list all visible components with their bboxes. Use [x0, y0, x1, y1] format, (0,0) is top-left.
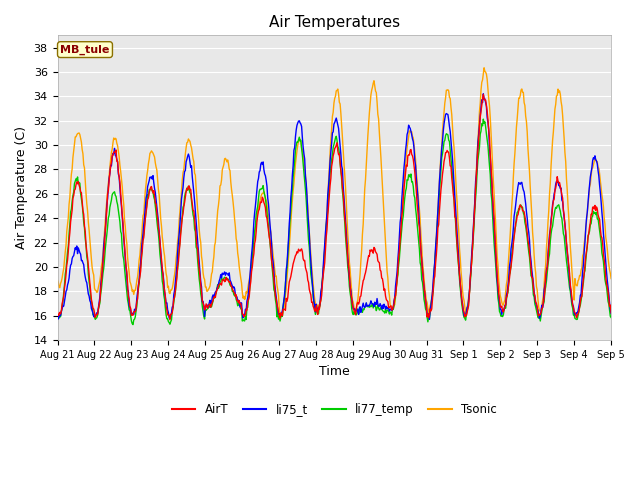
li75_t	[54, 312, 61, 317]
Tsonic	[54, 277, 61, 283]
Tsonic	[121, 217, 129, 223]
Title: Air Temperatures: Air Temperatures	[269, 15, 400, 30]
li75_t	[418, 257, 426, 263]
Line: li77_temp: li77_temp	[58, 119, 611, 324]
AirT	[207, 304, 214, 310]
Tsonic	[177, 199, 184, 204]
li77_temp	[479, 116, 487, 122]
Tsonic	[607, 276, 615, 281]
Line: li75_t: li75_t	[58, 94, 611, 319]
li75_t	[479, 91, 487, 96]
Text: MB_tule: MB_tule	[60, 45, 109, 55]
AirT	[403, 162, 410, 168]
li77_temp	[64, 249, 72, 254]
li75_t	[402, 147, 410, 153]
li75_t	[121, 247, 129, 253]
AirT	[54, 310, 61, 316]
AirT	[607, 310, 615, 316]
li75_t	[64, 282, 72, 288]
li77_temp	[121, 265, 129, 271]
Tsonic	[480, 65, 488, 71]
li77_temp	[607, 315, 615, 321]
AirT	[479, 91, 487, 97]
AirT	[64, 257, 72, 263]
AirT	[178, 224, 186, 229]
li75_t	[206, 298, 214, 303]
li77_temp	[419, 279, 426, 285]
Legend: AirT, li75_t, li77_temp, Tsonic: AirT, li75_t, li77_temp, Tsonic	[167, 398, 502, 420]
AirT	[166, 317, 174, 323]
Tsonic	[419, 259, 426, 264]
AirT	[419, 268, 426, 274]
AirT	[121, 242, 129, 248]
Tsonic	[206, 283, 214, 289]
li77_temp	[129, 322, 137, 327]
li77_temp	[178, 220, 186, 226]
li77_temp	[403, 185, 410, 191]
li77_temp	[54, 314, 61, 320]
Line: AirT: AirT	[58, 94, 611, 320]
Tsonic	[278, 313, 286, 319]
li77_temp	[207, 304, 214, 310]
li75_t	[177, 210, 184, 216]
Y-axis label: Air Temperature (C): Air Temperature (C)	[15, 126, 28, 249]
Tsonic	[403, 153, 410, 158]
Line: Tsonic: Tsonic	[58, 68, 611, 316]
li75_t	[426, 316, 433, 322]
Tsonic	[64, 222, 72, 228]
li75_t	[607, 311, 615, 316]
X-axis label: Time: Time	[319, 365, 349, 379]
